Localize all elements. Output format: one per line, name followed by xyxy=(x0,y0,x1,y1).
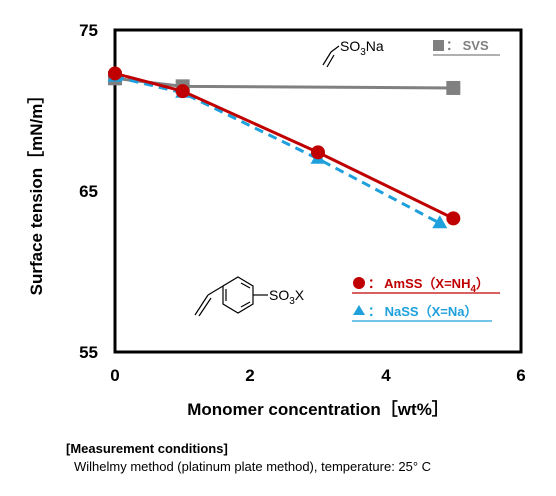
conditions-body: Wilhelmy method (platinum plate method),… xyxy=(74,459,432,474)
plot-area xyxy=(113,28,523,354)
svs-structure-drawing: SO3Na xyxy=(322,38,384,68)
y-tick-label-75: 75 xyxy=(79,21,98,40)
x-axis-title: Monomer concentration［wt%］ xyxy=(187,399,449,419)
ss-structure-label: SO3X xyxy=(269,287,305,307)
conditions-title: [Measurement conditions] xyxy=(66,441,228,456)
legend-nass: ： NaSS（X=Na） xyxy=(352,304,492,322)
data-point-amss-1 xyxy=(175,84,190,99)
series-nass xyxy=(107,68,448,229)
legend-svs-label: ： SVS xyxy=(446,38,489,53)
data-point-svs-2 xyxy=(446,80,461,95)
legend-svs-marker xyxy=(433,40,444,51)
legend-amss-marker xyxy=(353,277,365,289)
x-tick-label-6: 6 xyxy=(516,366,525,385)
legend-nass-marker xyxy=(353,305,365,315)
x-tick-label-4: 4 xyxy=(381,366,391,385)
x-tick-label-0: 0 xyxy=(110,366,119,385)
series-line-amss xyxy=(114,72,454,220)
legend-amss-label: ： AmSS（X=NH4） xyxy=(368,276,489,295)
y-tick-label-65: 65 xyxy=(79,182,98,201)
y-axis-title: Surface tension［mN/m］ xyxy=(26,87,46,296)
x-tick-label-2: 2 xyxy=(245,366,254,385)
data-point-amss-2 xyxy=(311,145,325,160)
legend-amss: ： AmSS（X=NH4） xyxy=(352,276,500,295)
ss-structure-drawing xyxy=(194,276,268,317)
legend-nass-label: ： NaSS（X=Na） xyxy=(368,304,477,319)
data-point-amss-0 xyxy=(108,66,122,81)
y-tick-label-55: 55 xyxy=(79,343,98,362)
svg-text:SO3Na: SO3Na xyxy=(340,38,384,58)
legend-svs: ： SVS xyxy=(433,38,500,56)
series-line-nass xyxy=(114,75,441,225)
series-amss xyxy=(108,66,461,226)
data-point-amss-3 xyxy=(446,211,461,226)
surface-tension-chart: 75 65 55 0 2 4 6 Monomer concentration［w… xyxy=(26,21,526,419)
data-point-nass-3 xyxy=(432,215,448,229)
series-svs xyxy=(108,71,461,95)
